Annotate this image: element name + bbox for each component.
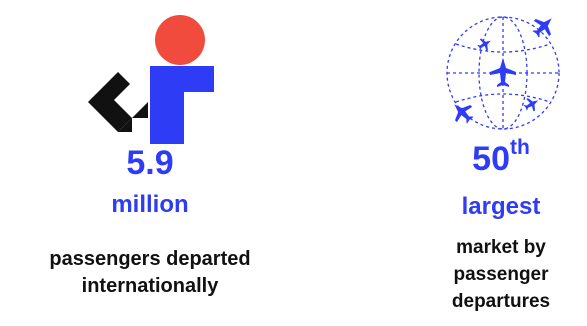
passengers-description: passengers departed internationally (0, 246, 300, 300)
airplane-center (490, 58, 516, 87)
rank-value: 50th (415, 137, 587, 178)
airplane-bottom-left (454, 104, 474, 124)
passengers-description-line-2: internationally (81, 275, 219, 297)
rank-description-line-3: departures (451, 291, 551, 312)
abstract-geometric-logo-icon (88, 15, 214, 144)
logo-black-shape (88, 72, 132, 132)
passengers-description-line-1: passengers departed (49, 248, 251, 270)
globe-with-airplanes-icon (446, 16, 560, 130)
rank-description-line-1: market by (456, 237, 546, 258)
logo-red-circle (155, 15, 205, 65)
passengers-value: 5.9 (0, 146, 300, 180)
passengers-unit: million (111, 191, 189, 218)
passengers-value-text: 5.9 (126, 144, 174, 182)
logo-black-shape-2 (118, 102, 148, 132)
rank-unit: largest (461, 193, 541, 220)
rank-value-number: 50 (472, 140, 510, 178)
airplane-top-left (477, 38, 491, 51)
rank-value-suffix: th (510, 135, 530, 159)
rank-description-line-2: passenger (453, 264, 549, 285)
airplane-right (523, 98, 539, 112)
rank-description: market by passenger departures (415, 234, 587, 315)
logo-blue-shape (150, 66, 214, 144)
